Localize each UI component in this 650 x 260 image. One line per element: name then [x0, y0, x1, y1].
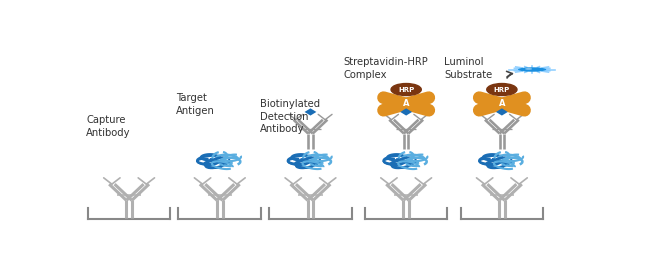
Polygon shape — [496, 108, 508, 115]
Text: Luminol
Substrate: Luminol Substrate — [444, 57, 492, 80]
Text: Streptavidin-HRP
Complex: Streptavidin-HRP Complex — [343, 57, 428, 80]
Text: HRP: HRP — [494, 87, 510, 93]
Text: Capture
Antibody: Capture Antibody — [86, 115, 131, 138]
Text: A: A — [499, 99, 505, 108]
Circle shape — [491, 100, 513, 108]
Circle shape — [391, 83, 421, 95]
Circle shape — [395, 100, 417, 108]
Text: Target
Antigen: Target Antigen — [176, 93, 215, 116]
Polygon shape — [400, 108, 412, 115]
Circle shape — [487, 83, 517, 95]
Ellipse shape — [518, 67, 546, 72]
Text: A: A — [403, 99, 410, 108]
Ellipse shape — [525, 68, 532, 69]
Text: HRP: HRP — [398, 87, 414, 93]
Text: Biotinylated
Detection
Antibody: Biotinylated Detection Antibody — [260, 99, 320, 134]
Polygon shape — [305, 108, 317, 115]
